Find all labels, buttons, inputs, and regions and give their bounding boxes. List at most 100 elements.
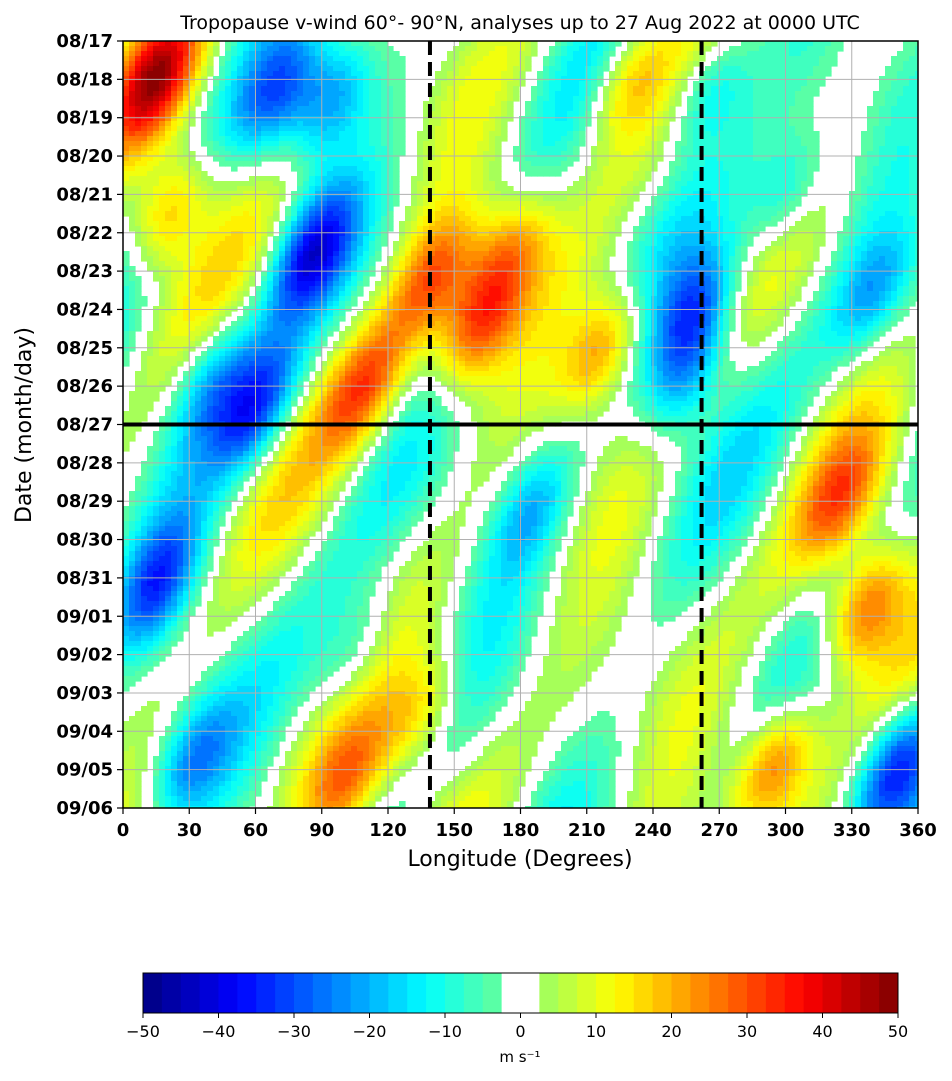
field-cell — [279, 56, 286, 62]
field-cell — [381, 166, 388, 172]
field-cell — [243, 111, 250, 117]
field-cell — [585, 116, 592, 122]
field-cell — [507, 71, 514, 77]
field-cell — [633, 246, 640, 252]
field-cell — [657, 136, 664, 142]
field-cell — [165, 201, 172, 207]
field-cell — [507, 76, 514, 82]
field-cell — [567, 211, 574, 217]
field-cell — [825, 51, 832, 57]
field-cell — [651, 41, 658, 47]
field-cell — [723, 216, 730, 222]
field-cell — [243, 161, 250, 167]
field-cell — [693, 136, 700, 142]
field-cell — [369, 216, 376, 222]
field-cell — [459, 191, 466, 197]
field-cell — [345, 56, 352, 62]
field-cell — [471, 216, 478, 222]
field-cell — [747, 211, 754, 217]
field-cell — [141, 96, 148, 102]
field-cell — [381, 116, 388, 122]
field-cell — [585, 216, 592, 222]
field-cell — [741, 66, 748, 72]
field-cell — [249, 56, 256, 62]
field-cell — [873, 96, 880, 102]
field-cell — [189, 186, 196, 192]
field-cell — [615, 131, 622, 137]
field-cell — [213, 196, 220, 202]
field-cell — [501, 76, 508, 82]
field-cell — [687, 61, 694, 67]
field-cell — [657, 206, 664, 212]
field-cell — [363, 221, 370, 227]
field-cell — [795, 151, 802, 157]
field-cell — [897, 191, 904, 197]
field-cell — [219, 256, 226, 262]
field-cell — [615, 121, 622, 127]
field-cell — [225, 161, 232, 167]
field-cell — [669, 236, 676, 242]
field-cell — [771, 146, 778, 152]
field-cell — [891, 136, 898, 142]
field-cell — [903, 251, 910, 257]
field-cell — [489, 91, 496, 97]
field-cell — [717, 216, 724, 222]
field-cell — [159, 151, 166, 157]
field-cell — [297, 51, 304, 57]
field-cell — [501, 241, 508, 247]
field-cell — [783, 51, 790, 57]
field-cell — [699, 226, 706, 232]
field-cell — [591, 76, 598, 82]
field-cell — [321, 166, 328, 172]
field-cell — [705, 111, 712, 117]
field-cell — [789, 46, 796, 52]
field-cell — [225, 71, 232, 77]
field-cell — [261, 91, 268, 97]
field-cell — [147, 191, 154, 197]
field-cell — [669, 86, 676, 92]
field-cell — [693, 146, 700, 152]
field-cell — [189, 201, 196, 207]
field-cell — [159, 86, 166, 92]
field-cell — [891, 76, 898, 82]
field-cell — [177, 126, 184, 132]
field-cell — [261, 251, 268, 257]
field-cell — [453, 66, 460, 72]
field-cell — [453, 126, 460, 132]
field-cell — [543, 206, 550, 212]
field-cell — [657, 81, 664, 87]
field-cell — [711, 141, 718, 147]
field-cell — [555, 56, 562, 62]
field-cell — [639, 146, 646, 152]
field-cell — [423, 136, 430, 142]
field-cell — [339, 71, 346, 77]
field-cell — [723, 51, 730, 57]
field-cell — [573, 136, 580, 142]
field-cell — [765, 41, 772, 47]
field-cell — [483, 116, 490, 122]
field-cell — [669, 221, 676, 227]
field-cell — [429, 126, 436, 132]
field-cell — [795, 186, 802, 192]
field-cell — [225, 126, 232, 132]
field-cell — [771, 111, 778, 117]
field-cell — [693, 221, 700, 227]
field-cell — [525, 111, 532, 117]
field-cell — [363, 141, 370, 147]
field-cell — [435, 176, 442, 182]
field-cell — [873, 251, 880, 257]
field-cell — [651, 231, 658, 237]
field-cell — [537, 116, 544, 122]
field-cell — [603, 211, 610, 217]
field-cell — [645, 206, 652, 212]
field-cell — [255, 151, 262, 157]
field-cell — [867, 211, 874, 217]
field-cell — [309, 146, 316, 152]
field-cell — [297, 131, 304, 137]
field-cell — [435, 166, 442, 172]
field-cell — [231, 146, 238, 152]
field-cell — [897, 181, 904, 187]
field-cell — [621, 51, 628, 57]
field-cell — [477, 176, 484, 182]
field-cell — [465, 211, 472, 217]
